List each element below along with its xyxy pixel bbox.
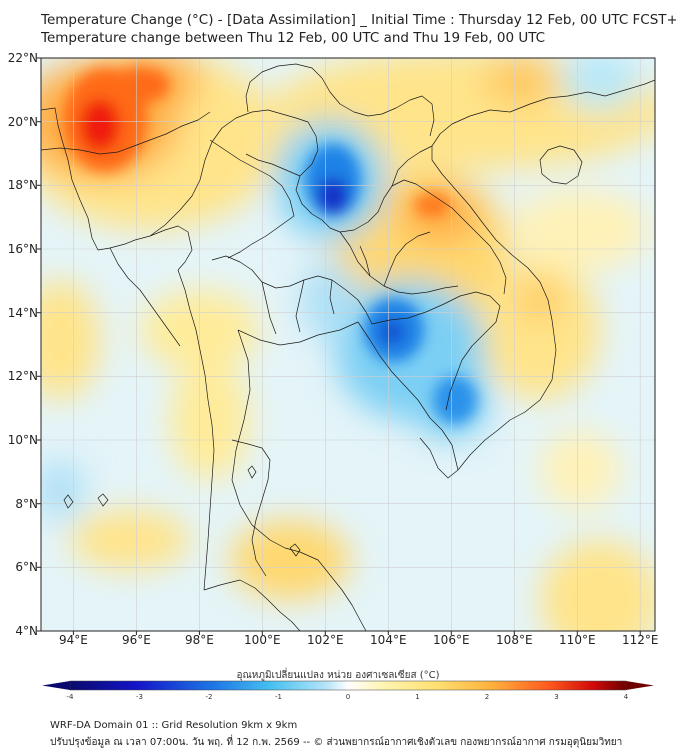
china-coast: [604, 79, 655, 97]
title-line-1: Temperature Change (°C) - [Data Assimila…: [41, 12, 676, 28]
lon-label-110: 110°E: [559, 633, 596, 647]
myanmar-coast: [41, 107, 193, 271]
lat-label-14: 14°N: [7, 305, 38, 320]
malay-west-coast: [203, 579, 301, 631]
island-phuket: [247, 465, 257, 479]
colorbar-tick: -3: [136, 693, 143, 701]
colorbar-low-extension: [42, 681, 70, 690]
colorbar: [42, 680, 654, 691]
lon-label-102: 102°E: [307, 633, 344, 647]
title-line-2: Temperature change between Thu 12 Feb, 0…: [41, 30, 546, 46]
colorbar-tick: 0: [345, 693, 351, 701]
laos-vietnam-border: [391, 145, 433, 187]
lat-label-16: 16°N: [7, 242, 38, 256]
vietnam-coast: [431, 91, 606, 471]
lon-label-94: 94°E: [58, 633, 88, 647]
lat-label-22: 22°N: [7, 51, 38, 65]
colorbar-tick: 4: [623, 693, 629, 701]
lon-label-96: 96°E: [121, 633, 151, 647]
upper-gulf-coast: [237, 321, 359, 346]
colorbar-high-extension: [626, 681, 654, 690]
peninsula-border: [231, 439, 271, 577]
lat-label-8: 8°N: [15, 496, 38, 511]
myanmar-internal-border: [109, 247, 181, 347]
province-lines-north: [227, 153, 301, 259]
lat-label-10: 10°N: [7, 433, 38, 447]
colorbar-tick: -4: [66, 693, 74, 701]
lon-label-104: 104°E: [370, 633, 407, 647]
footer-model-info: WRF-DA Domain 01 :: Grid Resolution 9km …: [50, 720, 298, 731]
hainan-island: [539, 145, 583, 185]
cambodia-border: [371, 291, 501, 411]
map-frame: [40, 57, 656, 632]
lon-label-98: 98°E: [184, 633, 214, 647]
colorbar-label: อุณหภูมิเปลี่ยนแปลง หน่วย องศาเซลเซียส (…: [236, 670, 440, 681]
colorbar-tick: 3: [554, 693, 559, 701]
colorbar-tick: -2: [205, 693, 213, 701]
lat-label-12: 12°N: [7, 369, 38, 384]
myanmar-divisions: [41, 111, 211, 155]
island-outlines: [63, 465, 301, 557]
china-border: [245, 63, 435, 137]
laos-border: [339, 231, 459, 295]
lon-label-108: 108°E: [496, 633, 533, 647]
thai-central-border: [211, 255, 373, 325]
lon-label-106: 106°E: [433, 633, 470, 647]
country-borders: [41, 63, 655, 631]
lat-label-18: 18°N: [7, 178, 38, 193]
cambodia-vietnam-coast: [357, 321, 459, 479]
lat-label-4: 4°N: [15, 624, 38, 638]
thai-myanmar-border: [209, 139, 295, 217]
axis-ticks: [37, 57, 641, 635]
lon-label-100: 100°E: [244, 633, 281, 647]
island-nicobar: [63, 494, 74, 509]
colorbar-tick: 1: [415, 693, 420, 701]
island-andaman: [97, 493, 109, 507]
lat-label-6: 6°N: [15, 560, 38, 575]
province-lines-central: [261, 279, 335, 335]
temperature-field: [41, 58, 655, 631]
colorbar-tick: -1: [275, 693, 282, 701]
island-koh-samui: [289, 543, 301, 557]
colorbar-tick: 2: [484, 693, 490, 701]
northern-border: [149, 109, 507, 295]
malay-east-coast: [231, 329, 367, 631]
andaman-coast: [177, 269, 215, 591]
province-lines-east: [359, 231, 431, 287]
lon-label-112: 112°E: [621, 633, 659, 647]
lat-label-20: 20°N: [7, 114, 38, 129]
footer-credit: ปรับปรุงข้อมูล ณ เวลา 07:00น. วัน พฤ. ที…: [50, 737, 623, 748]
